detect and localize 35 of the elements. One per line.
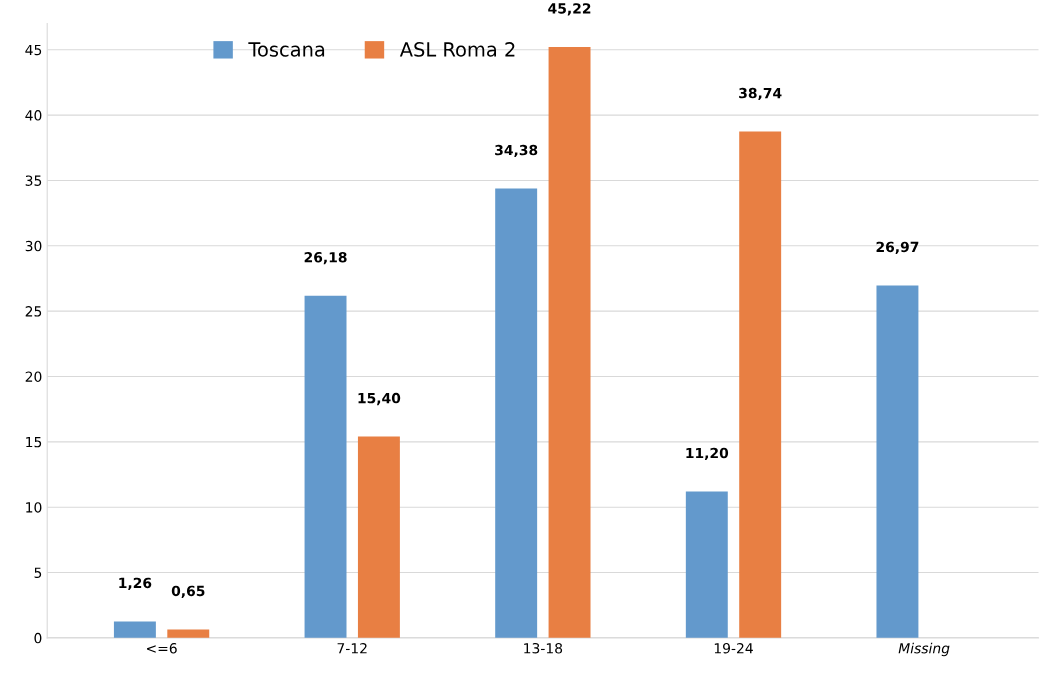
bar [739, 131, 782, 638]
y-tick-label: 10 [26, 502, 42, 513]
bar [304, 295, 347, 638]
y-tick-label: 35 [25, 175, 42, 186]
data-label: 26,18 [304, 251, 347, 265]
y-tick-label: 30 [25, 240, 42, 252]
data-label: 38,74 [739, 87, 782, 101]
data-label: 26,97 [876, 241, 919, 254]
x-tick-label: 7-12 [337, 642, 367, 654]
data-label: 45,22 [548, 3, 591, 16]
bar [548, 46, 591, 638]
bar [113, 621, 156, 638]
y-tick-label: 0 [34, 632, 42, 644]
y-tick-label: 5 [34, 567, 42, 578]
bar [167, 629, 210, 638]
data-label: 15,40 [358, 392, 401, 406]
y-tick-label: 20 [25, 371, 42, 382]
x-tick-label: 13-18 [524, 642, 563, 654]
data-label: 1,26 [119, 577, 152, 590]
data-label: 11,20 [686, 447, 729, 461]
x-tick-label: <=6 [147, 642, 177, 654]
y-tick-label: 15 [26, 436, 42, 448]
y-tick-label: 25 [25, 306, 42, 317]
bar [876, 285, 919, 638]
bar [685, 491, 728, 638]
data-label: 34,38 [495, 144, 538, 158]
y-tick-label: 40 [25, 110, 42, 121]
bar [495, 188, 538, 638]
bar [357, 436, 400, 638]
y-tick-label: 45 [25, 44, 42, 56]
data-label: 0,65 [171, 585, 205, 598]
x-tick-label: Missing [898, 642, 950, 657]
legend-label: ASL Roma 2 [399, 42, 515, 57]
legend-label: Toscana [248, 42, 325, 57]
x-tick-label: 19-24 [714, 642, 753, 654]
